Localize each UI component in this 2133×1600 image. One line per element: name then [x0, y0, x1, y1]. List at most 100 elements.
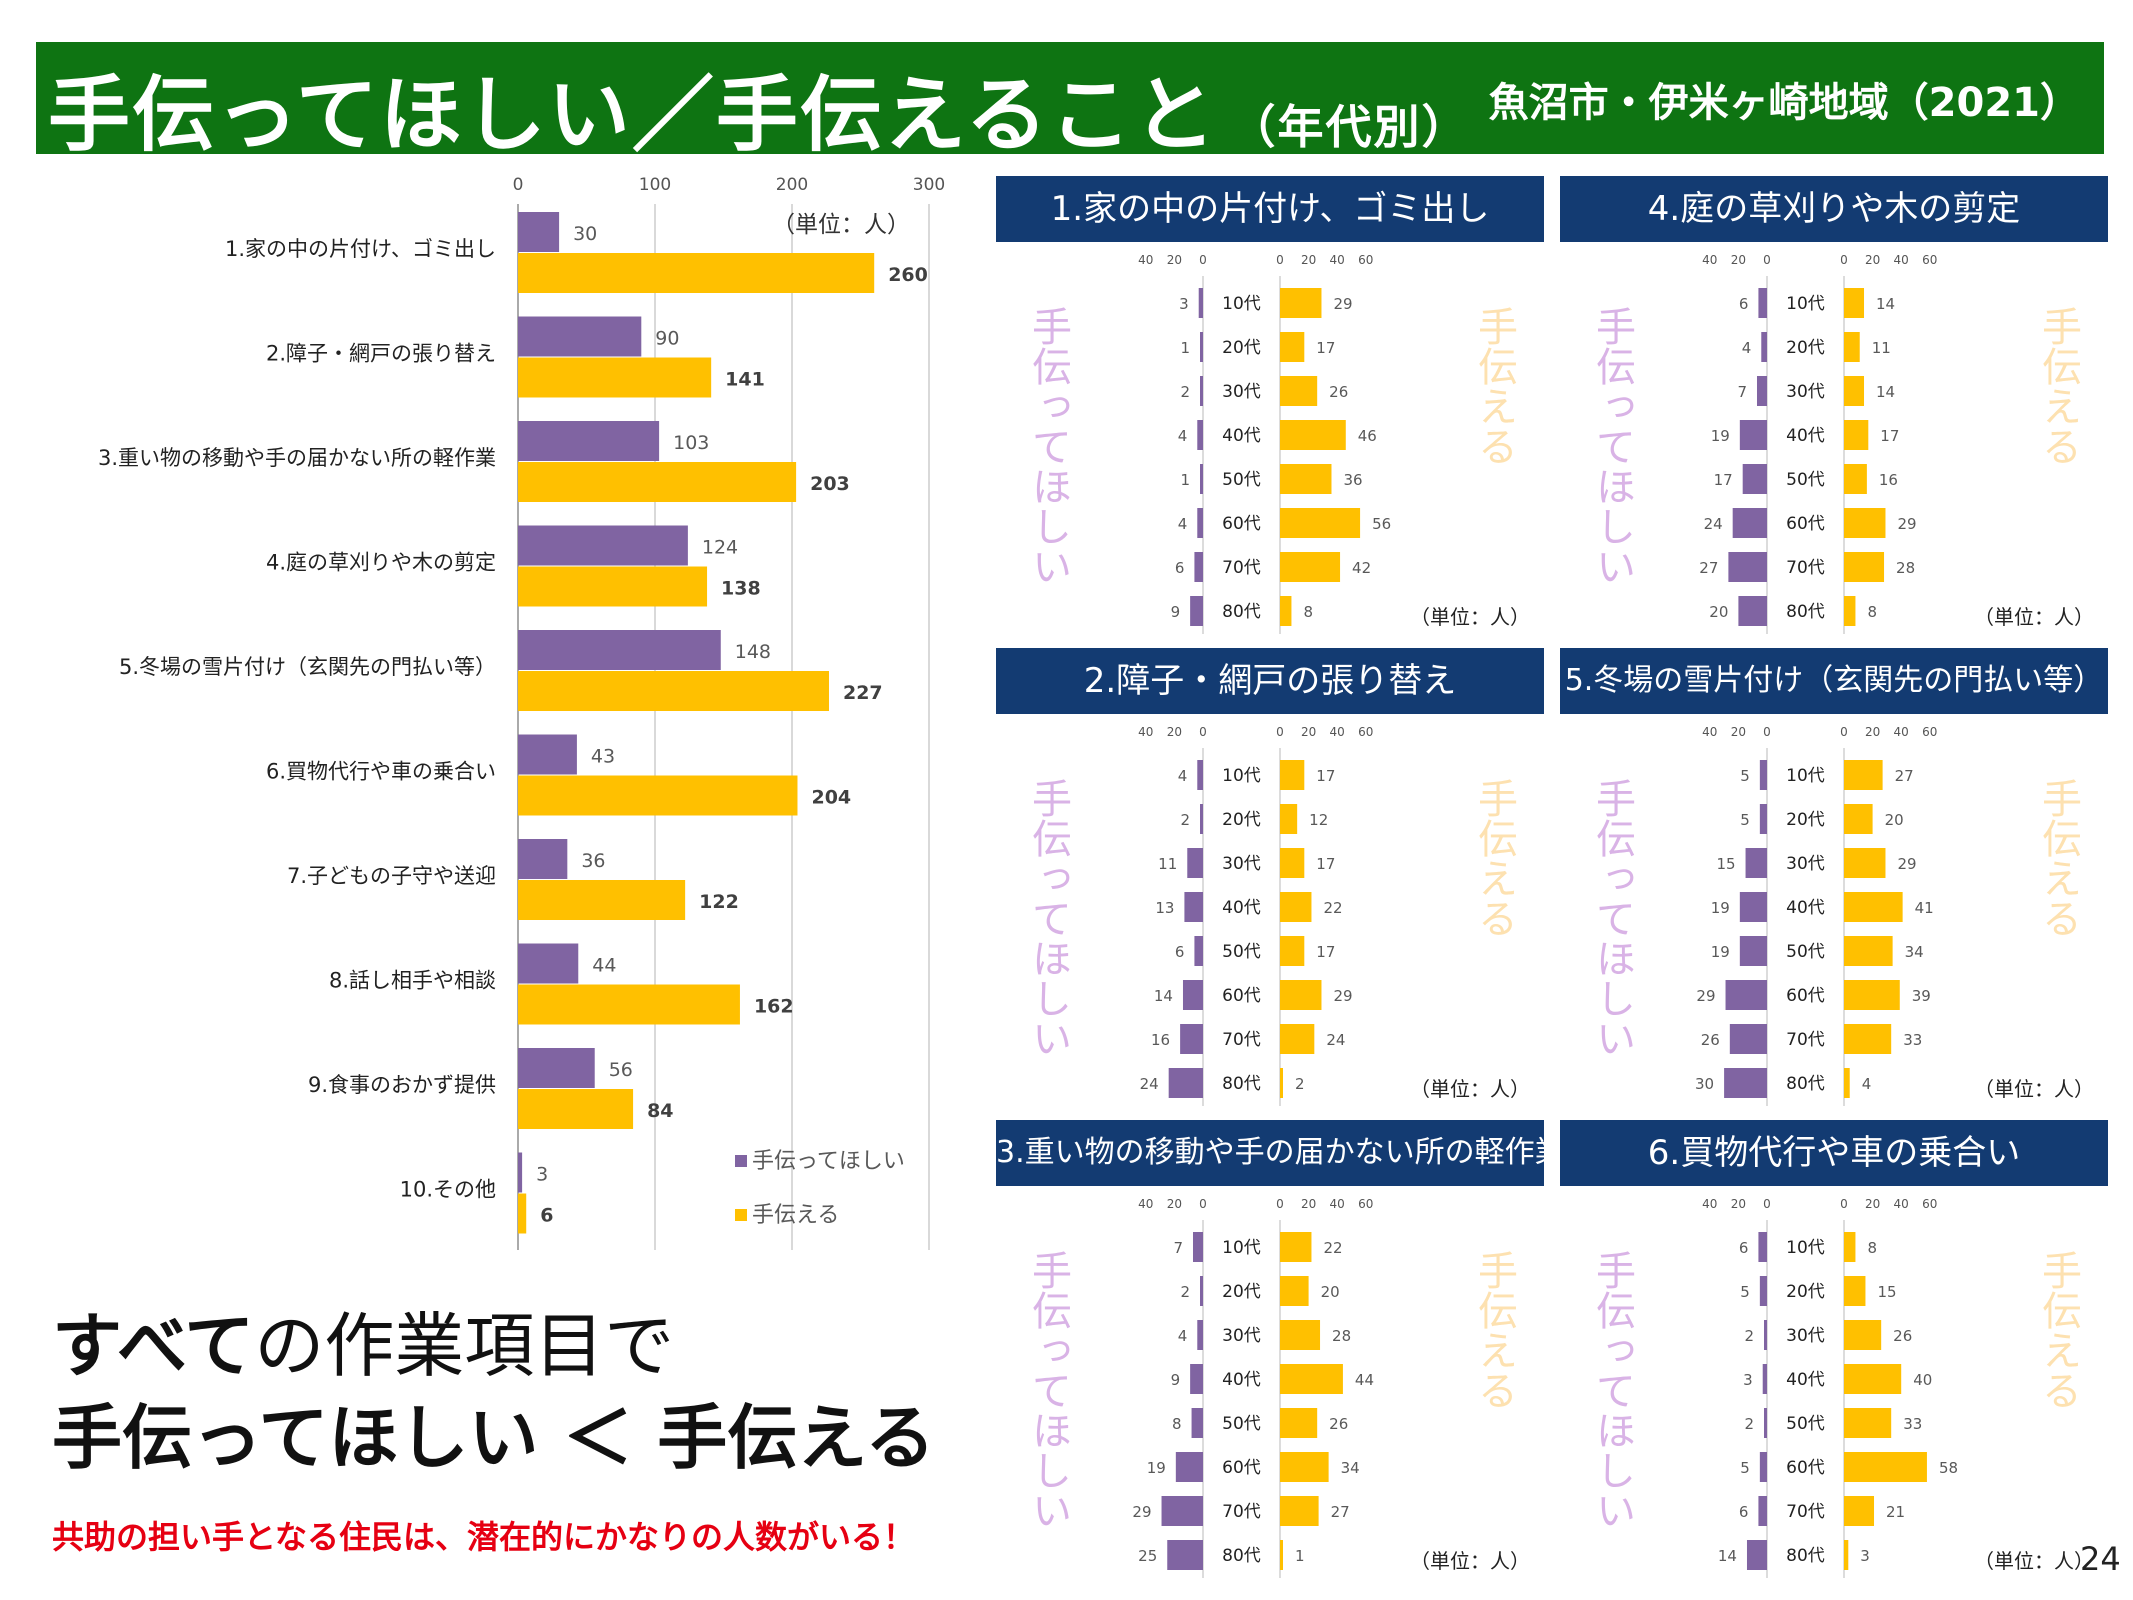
bar-can-help [518, 984, 740, 1025]
value-label-can-help: 27 [1895, 767, 1914, 785]
value-label-can-help: 33 [1903, 1031, 1922, 1049]
value-label-can-help: 22 [1323, 899, 1342, 917]
bar-help-wanted [1197, 508, 1203, 538]
bar-help-wanted [1194, 552, 1203, 582]
value-label-help-wanted: 8 [1172, 1415, 1182, 1433]
right-tick-label: 20 [1301, 253, 1316, 267]
value-label-help-wanted: 15 [1716, 855, 1735, 873]
unit-label: （単位：人） [1974, 1077, 2094, 1101]
right-tick-label: 0 [1840, 1197, 1848, 1211]
right-tick-label: 0 [1840, 725, 1848, 739]
bar-can-help [1280, 848, 1305, 878]
bar-can-help [1844, 804, 1873, 834]
bar-can-help [1844, 1024, 1892, 1054]
value-label-can-help: 8 [1867, 1239, 1877, 1257]
bar-can-help [1844, 288, 1865, 318]
value-label-help-wanted: 14 [1154, 987, 1173, 1005]
data-label-help-wanted: 44 [592, 955, 616, 977]
right-tick-label: 0 [1276, 725, 1284, 739]
value-label-help-wanted: 5 [1740, 811, 1750, 829]
side-label-help-wanted: 手伝ってほしい [1589, 778, 1635, 1058]
bar-help-wanted [1184, 892, 1203, 922]
value-label-can-help: 17 [1316, 339, 1335, 357]
category-label: 1.家の中の片付け、ゴミ出し [225, 237, 496, 261]
age-label: 30代 [1222, 854, 1261, 874]
bar-can-help [1844, 508, 1886, 538]
age-label: 10代 [1222, 766, 1261, 786]
bar-can-help [1280, 980, 1322, 1010]
bar-help-wanted [1200, 1276, 1203, 1306]
value-label-help-wanted: 27 [1699, 559, 1718, 577]
panel-chart-4: 40 20 0 0 20 40 60 手伝ってほしい 手伝える 6 10代 14 4 20代 11 7 30代 1… [1589, 253, 2094, 634]
value-label-help-wanted: 17 [1714, 471, 1733, 489]
bar-help-wanted [1745, 848, 1767, 878]
bar-help-wanted [1725, 980, 1767, 1010]
panel-chart-5: 40 20 0 0 20 40 60 手伝ってほしい 手伝える 5 10代 27 5 20代 20 15 30代… [1589, 725, 2094, 1106]
age-label: 10代 [1786, 294, 1825, 314]
value-label-can-help: 41 [1915, 899, 1934, 917]
category-label: 7.子どもの子守や送迎 [287, 864, 496, 888]
value-label-can-help: 17 [1316, 767, 1335, 785]
value-label-help-wanted: 19 [1147, 1459, 1166, 1477]
value-label-help-wanted: 14 [1718, 1547, 1737, 1565]
side-label-help-wanted: 手伝ってほしい [1025, 306, 1071, 586]
bar-help-wanted [1194, 936, 1203, 966]
slide-title-text: 手伝ってほしい／手伝えること [48, 68, 1218, 163]
right-tick-label: 40 [1330, 725, 1345, 739]
value-label-can-help: 26 [1893, 1327, 1912, 1345]
tagline: すべての作業項目で 手伝ってほしい ＜ 手伝える [52, 1300, 935, 1484]
note-text: 共助の担い手となる住民は、潜在的にかなりの人数がいる！ [52, 1518, 916, 1556]
value-label-help-wanted: 6 [1739, 1503, 1749, 1521]
bar-help-wanted [518, 839, 568, 879]
right-tick-label: 60 [1922, 725, 1937, 739]
age-label: 70代 [1786, 1502, 1825, 1522]
value-label-help-wanted: 1 [1180, 339, 1190, 357]
left-tick-label: 40 [1702, 725, 1717, 739]
bar-help-wanted [1728, 552, 1767, 582]
left-tick-label: 0 [1763, 1197, 1771, 1211]
left-tick-label: 40 [1702, 253, 1717, 267]
bar-can-help [1280, 508, 1361, 538]
bar-help-wanted [1168, 1068, 1203, 1098]
value-label-can-help: 29 [1333, 987, 1352, 1005]
bar-can-help [518, 462, 797, 502]
x-tick-label: 300 [913, 175, 945, 195]
bar-help-wanted [1190, 596, 1203, 626]
right-tick-label: 40 [1894, 253, 1909, 267]
data-label-help-wanted: 56 [609, 1059, 633, 1081]
age-label: 40代 [1222, 898, 1261, 918]
value-label-can-help: 4 [1862, 1075, 1872, 1093]
value-label-help-wanted: 13 [1155, 899, 1174, 917]
value-label-help-wanted: 4 [1178, 427, 1188, 445]
right-tick-label: 40 [1894, 725, 1909, 739]
side-label-can-help: 手伝える [2035, 306, 2081, 466]
age-label: 20代 [1786, 1282, 1825, 1302]
bar-can-help [1280, 420, 1346, 450]
panel-chart-1: 40 20 0 0 20 40 60 手伝ってほしい 手伝える 3 10代 29 1 20代 17 2 30代 2… [1025, 253, 1530, 634]
bar-help-wanted [1197, 760, 1203, 790]
value-label-help-wanted: 5 [1740, 1459, 1750, 1477]
bar-help-wanted [1732, 508, 1767, 538]
age-label: 10代 [1222, 1238, 1261, 1258]
value-label-help-wanted: 30 [1695, 1075, 1714, 1093]
value-label-can-help: 29 [1333, 295, 1352, 313]
bar-can-help [1844, 1232, 1856, 1262]
data-label-can-help: 227 [843, 682, 883, 704]
bar-help-wanted [1759, 1276, 1767, 1306]
bar-help-wanted [518, 316, 642, 357]
value-label-can-help: 8 [1867, 603, 1877, 621]
bar-help-wanted [1761, 332, 1767, 362]
side-label-can-help: 手伝える [1471, 306, 1517, 466]
bar-can-help [1844, 1408, 1892, 1438]
bar-help-wanted [1200, 804, 1203, 834]
bar-can-help [518, 1193, 527, 1234]
left-tick-label: 20 [1167, 253, 1182, 267]
side-label-help-wanted: 手伝ってほしい [1589, 1250, 1635, 1530]
bar-can-help [518, 566, 708, 607]
legend-label-can-help: 手伝える [752, 1203, 839, 1228]
right-tick-label: 20 [1865, 725, 1880, 739]
value-label-can-help: 26 [1329, 383, 1348, 401]
bar-help-wanted [1197, 1320, 1203, 1350]
age-label: 20代 [1786, 338, 1825, 358]
bar-can-help [1280, 936, 1305, 966]
